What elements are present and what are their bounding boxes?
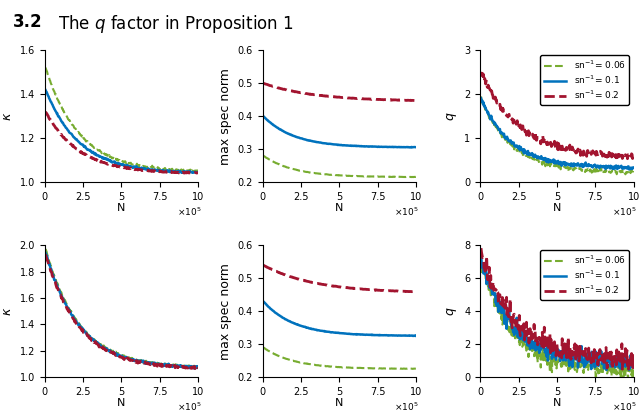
X-axis label: N: N [335,203,344,213]
Text: The $q$ factor in Proposition 1: The $q$ factor in Proposition 1 [58,13,293,35]
Text: $\times10^5$: $\times10^5$ [394,206,419,218]
Y-axis label: $q$: $q$ [445,306,459,316]
Text: $\times10^5$: $\times10^5$ [177,401,201,413]
X-axis label: N: N [117,203,125,213]
Text: $\times10^5$: $\times10^5$ [612,206,637,218]
Y-axis label: $\kappa$: $\kappa$ [1,307,14,316]
Y-axis label: $\kappa$: $\kappa$ [1,111,14,121]
X-axis label: N: N [117,398,125,408]
Legend: sn$^{-1}$= 0.06, sn$^{-1}$= 0.1, sn$^{-1}$= 0.2: sn$^{-1}$= 0.06, sn$^{-1}$= 0.1, sn$^{-1… [540,250,629,300]
X-axis label: N: N [553,398,561,408]
Text: $\times10^5$: $\times10^5$ [612,401,637,413]
Legend: sn$^{-1}$= 0.06, sn$^{-1}$= 0.1, sn$^{-1}$= 0.2: sn$^{-1}$= 0.06, sn$^{-1}$= 0.1, sn$^{-1… [540,55,629,105]
Text: 3.2: 3.2 [13,13,42,31]
X-axis label: N: N [335,398,344,408]
Y-axis label: $q$: $q$ [445,111,459,121]
Text: $\times10^5$: $\times10^5$ [394,401,419,413]
Y-axis label: max spec norm: max spec norm [219,68,232,165]
Y-axis label: max spec norm: max spec norm [219,263,232,360]
X-axis label: N: N [553,203,561,213]
Text: $\times10^5$: $\times10^5$ [177,206,201,218]
